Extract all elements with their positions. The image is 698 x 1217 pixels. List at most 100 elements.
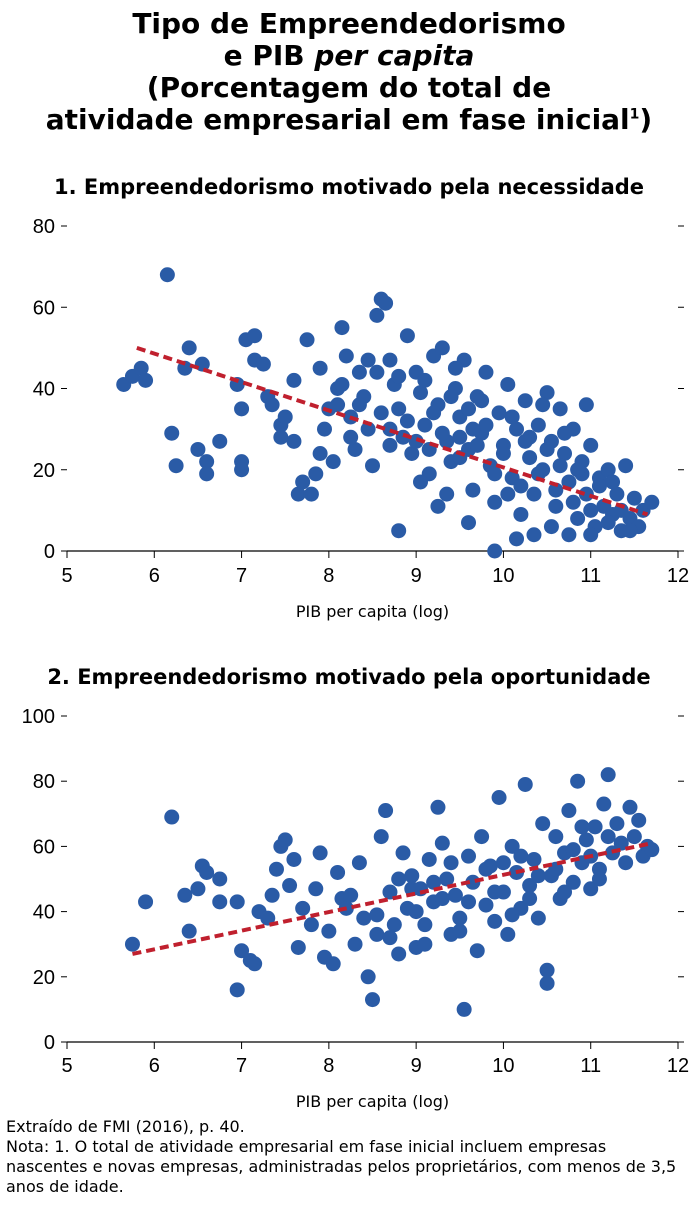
title-line-3: (Porcentagem do total de: [146, 71, 552, 104]
data-point: [378, 803, 394, 819]
data-point: [391, 946, 407, 962]
data-point: [644, 494, 660, 510]
data-point: [356, 910, 372, 926]
data-point: [530, 910, 546, 926]
data-point: [369, 926, 385, 942]
data-point: [417, 372, 433, 388]
data-point: [509, 421, 525, 437]
data-point: [369, 907, 385, 923]
data-point: [526, 851, 542, 867]
data-point: [373, 829, 389, 845]
data-point: [365, 992, 380, 1008]
data-point: [299, 332, 315, 348]
x-tick-label: 12: [667, 565, 689, 587]
data-point: [286, 851, 302, 867]
data-point: [234, 943, 250, 959]
data-point: [426, 874, 442, 890]
y-tick-label: 20: [33, 460, 55, 482]
y-tick-label: 100: [22, 706, 55, 728]
data-point: [290, 939, 306, 955]
data-point: [557, 884, 573, 900]
data-point: [133, 360, 149, 376]
data-point: [199, 864, 215, 880]
data-point: [308, 466, 324, 482]
y-tick-label: 0: [44, 541, 55, 563]
data-point: [552, 401, 568, 417]
data-point: [583, 437, 599, 453]
data-point: [517, 393, 533, 409]
data-point: [369, 307, 385, 323]
data-point: [391, 523, 407, 539]
x-tick-label: 5: [61, 1055, 72, 1077]
data-point: [282, 878, 298, 894]
data-point: [351, 364, 367, 380]
data-point: [609, 816, 625, 832]
y-tick-label: 60: [33, 297, 55, 319]
data-point: [487, 494, 503, 510]
data-point: [461, 515, 477, 531]
data-point: [626, 490, 642, 506]
data-point: [190, 441, 206, 457]
data-point: [325, 454, 341, 470]
data-point: [434, 835, 450, 851]
title-line-4-end: ): [639, 103, 653, 136]
data-point: [404, 881, 420, 897]
data-point: [430, 498, 446, 514]
data-point: [495, 855, 511, 871]
x-tick-label: 8: [323, 1055, 334, 1077]
data-point: [439, 871, 455, 887]
data-point: [391, 401, 407, 417]
data-point: [273, 429, 289, 445]
data-point: [277, 832, 293, 848]
data-point: [443, 855, 459, 871]
data-point: [570, 511, 586, 526]
data-point: [517, 776, 533, 792]
data-point: [504, 409, 520, 425]
footnote-text: Nota: 1. O total de atividade empresaria…: [6, 1137, 677, 1196]
data-point: [513, 506, 529, 522]
data-point: [408, 433, 424, 449]
data-point: [330, 397, 346, 413]
data-point: [447, 360, 463, 376]
data-point: [548, 829, 564, 845]
data-point: [461, 848, 477, 864]
data-point: [124, 936, 140, 952]
data-point: [452, 910, 468, 926]
x-tick-label: 6: [149, 565, 160, 587]
data-point: [535, 397, 551, 413]
data-point: [439, 486, 455, 502]
data-point: [487, 466, 503, 482]
data-point: [395, 845, 411, 861]
data-point: [399, 328, 415, 344]
data-point: [212, 433, 228, 449]
data-point: [434, 425, 450, 441]
data-point: [164, 425, 180, 441]
data-point: [360, 352, 376, 368]
data-point: [334, 320, 350, 336]
data-point: [386, 917, 402, 933]
data-point: [548, 482, 564, 498]
data-point: [478, 897, 494, 913]
data-point: [565, 494, 581, 510]
data-point: [247, 956, 263, 972]
data-point: [583, 527, 599, 543]
data-point: [465, 421, 481, 437]
data-point: [583, 502, 599, 518]
data-point: [382, 930, 398, 946]
data-point: [461, 401, 477, 417]
data-point: [316, 421, 332, 437]
chart-1-title: 1. Empreendedorismo motivado pela necess…: [53, 175, 645, 199]
data-point: [413, 385, 429, 401]
x-tick-label: 11: [580, 1055, 601, 1077]
data-point: [469, 943, 485, 959]
data-point: [530, 417, 546, 433]
data-point: [578, 397, 594, 413]
data-point: [587, 819, 603, 835]
data-point: [430, 799, 446, 815]
data-point: [513, 848, 529, 864]
data-point: [522, 450, 538, 466]
x-tick-label: 11: [580, 565, 601, 587]
data-point: [456, 1001, 472, 1017]
data-point: [212, 871, 228, 887]
title-line-2: e PIB per capita: [0, 40, 698, 72]
